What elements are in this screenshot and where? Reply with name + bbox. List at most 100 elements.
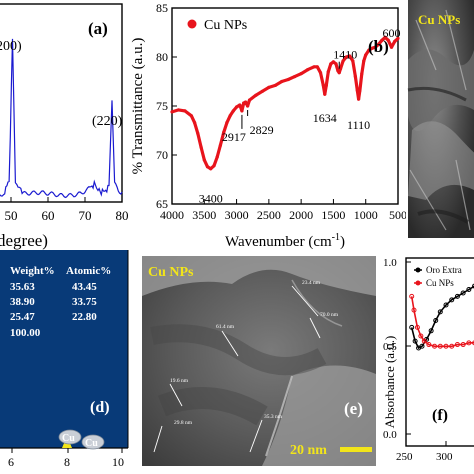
uvvis-data-point [409,324,415,330]
edx-peak-badge [81,434,105,450]
ftir-data-point [383,35,387,40]
ftir-data-point [377,42,381,46]
ftir-data-point [234,105,239,109]
ftir-data-point [321,82,325,87]
ftir-data-point [331,60,336,64]
uvvis-data-point [411,307,417,313]
ftir-x-tick-label: 500 [389,208,406,222]
edx-table-header: Atomic% [66,265,111,277]
ftir-data-point [280,79,284,84]
ftir-data-point [286,77,290,82]
tem-measurement-label: 35.3 nm [264,414,283,420]
ftir-data-point [222,130,226,135]
xrd-series-line [0,38,123,199]
uvvis-x-axis: 250 300 [396,441,453,463]
panel-f-uvvis: 1.0 0.5 0.0 Absorbance (a.u.) 250 300 Or… [380,250,474,474]
uvvis-y-tick-label: 0.5 [383,341,397,353]
edx-peak-badge [58,429,82,445]
xrd-x-tick-label: 50 [5,208,18,223]
xrd-x-tick-label: 60 [42,208,55,223]
ftir-data-point [244,100,248,104]
ftir-peak-label: 1410 [333,48,357,62]
ftir-legend: Cu NPs [187,18,247,33]
xrd-x-tick-label: 80 [116,208,129,223]
ftir-data-point [358,88,362,92]
ftir-x-tick-label: 3500 [192,208,216,222]
ftir-data-point [373,45,377,49]
ftir-y-tick-label: 70 [156,148,168,162]
panel-b-ftir: 4000 3500 3000 2500 2000 1500 1000 500 65 70 75 80 8… [128,0,406,250]
ftir-data-point [189,114,193,118]
ftir-data-point [362,59,366,63]
uvvis-data-point [443,302,449,308]
ftir-y-tick-label: 65 [156,197,168,211]
ftir-data-point [393,39,397,43]
ftir-data-point [254,93,258,97]
ftir-peak-label: 600 [383,26,401,40]
edx-table-cell: 22.80 [72,311,97,323]
ftir-data-point [176,108,181,112]
ftir-data-point [202,158,206,162]
ftir-data-point [183,109,187,113]
uvvis-data-point [419,343,425,349]
uvvis-data-point [437,343,443,349]
sem-image: Cu NPs [407,0,474,238]
uvvis-legend-label: Oro Extra [426,265,462,275]
panel-a-xrd: 50 60 70 80 (a) 200) (220) degree) [0,0,128,250]
panel-e-tem: 23.4 nm 70.0 nm 61.4 nm 19.6 nm 29.8 nm … [142,256,376,466]
edx-peaks: Cu Cu [58,429,105,450]
uvvis-legend-marker [415,280,421,286]
uvvis-data-point [428,328,434,334]
tem-measurement-label: 23.4 nm [302,280,321,286]
uvvis-data-point [421,338,427,344]
uvvis-data-point [418,333,424,339]
tem-measurement-label: 29.8 nm [174,420,193,426]
sem-sample-label: Cu NPs [418,12,460,27]
uvvis-data-point [433,317,439,323]
tem-sample-label: Cu NPs [148,265,194,280]
edx-table-cell: 38.90 [10,296,35,308]
ftir-data-point [215,155,219,159]
uvvis-legend: Oro Extra Cu NPs [414,265,462,288]
uvvis-data-point [472,340,474,346]
ftir-data-point [225,121,229,125]
uvvis-legend-label: Cu NPs [426,278,454,288]
tem-scale-bar-label: 20 nm [290,443,327,458]
ftir-x-tick-label: 1500 [321,208,345,222]
uvvis-data-point [466,287,472,293]
uvvis-data-point [472,283,474,289]
ftir-data-point [306,68,310,72]
ftir-data-point [199,145,203,149]
edx-table-total: 100.00 [10,327,41,339]
edx-plot-area [0,250,128,448]
edx-composition-table: Weight% Atomic% 35.63 43.45 38.90 33.75 … [10,265,111,339]
tem-measure-line [249,419,263,453]
ftir-x-tick-label: 3000 [225,208,249,222]
edx-x-tick-label: 6 [8,455,14,469]
ftir-data-point [347,54,352,58]
uvvis-data-point [449,297,455,303]
ftir-y-tick-label: 85 [156,1,168,15]
ftir-data-point [337,71,341,75]
ftir-data-point [315,65,319,69]
xrd-chart: 50 60 70 80 (a) 200) (220) degree) [0,0,128,250]
ftir-data-point [360,72,364,76]
ftir-x-axis-label: Wavenumber (cm-1) [225,232,345,250]
edx-table-cell: 33.75 [72,296,97,308]
ftir-data-point [312,65,316,69]
ftir-data-point [355,88,359,92]
ftir-data-point [196,131,200,136]
ftir-data-point [351,59,355,63]
ftir-legend-label: Cu NPs [204,18,247,33]
xrd-peak-label: 200) [0,39,22,54]
xrd-peak-label: (220) [92,114,123,129]
ftir-data-point [318,71,323,75]
ftir-data-point [209,167,213,171]
uvvis-legend-marker [415,267,421,273]
tem-measurements [153,285,321,453]
xrd-plot-frame [0,3,123,203]
ftir-x-tick-label: 1000 [354,208,378,222]
ftir-data-point [334,62,338,66]
ftir-data-point [193,121,197,125]
uvvis-data-point [460,290,466,296]
